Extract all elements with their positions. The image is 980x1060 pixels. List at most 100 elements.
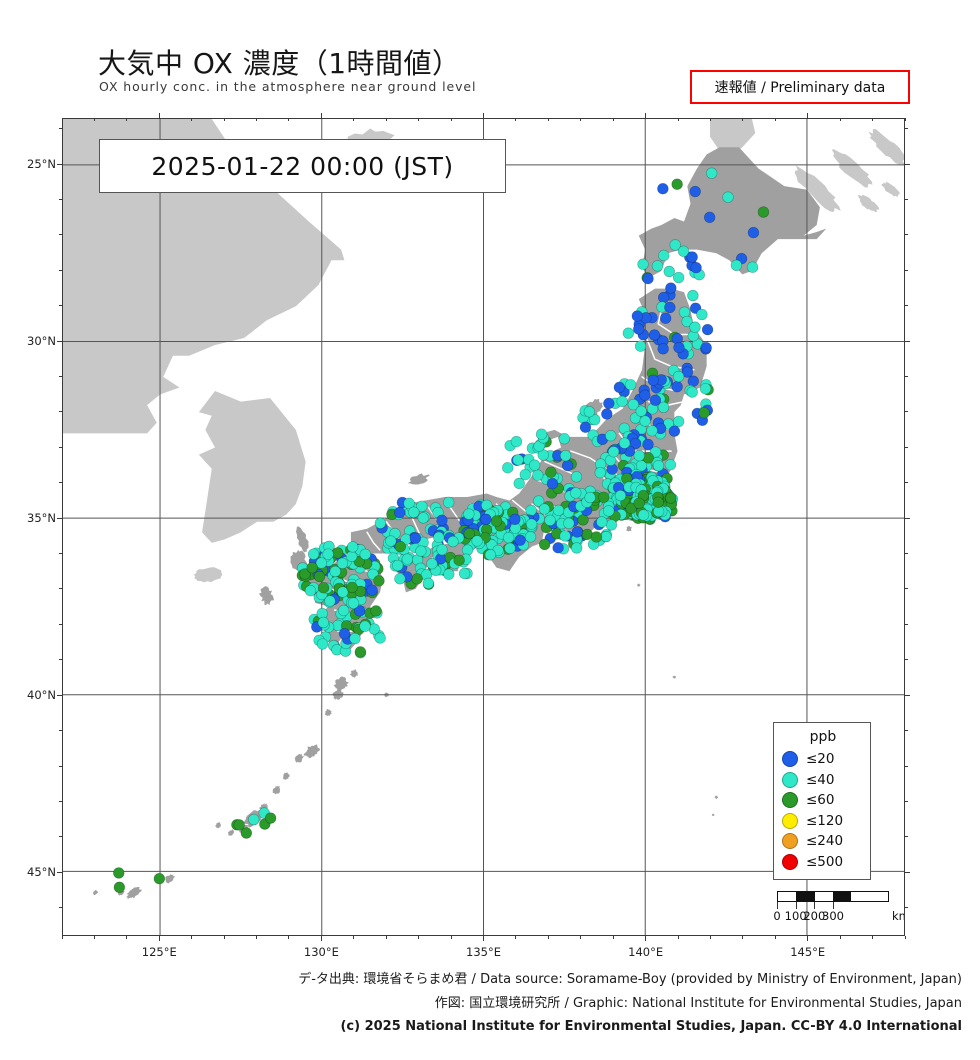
observation-marker[interactable] <box>332 547 344 559</box>
observation-marker[interactable] <box>347 597 360 609</box>
observation-marker[interactable] <box>669 239 681 251</box>
observation-marker[interactable] <box>373 575 385 587</box>
observation-marker[interactable] <box>463 508 475 520</box>
observation-marker[interactable] <box>153 872 166 885</box>
observation-marker[interactable] <box>629 437 642 450</box>
legend-row[interactable]: ≤20 <box>782 749 864 770</box>
observation-marker[interactable] <box>337 604 350 617</box>
observation-marker[interactable] <box>681 315 693 328</box>
observation-marker[interactable] <box>633 497 645 509</box>
observation-marker[interactable] <box>637 258 649 270</box>
observation-marker[interactable] <box>436 543 448 556</box>
observation-marker[interactable] <box>538 538 551 551</box>
observation-marker[interactable] <box>394 540 406 553</box>
observation-marker[interactable] <box>442 496 455 509</box>
observation-marker[interactable] <box>471 535 483 547</box>
observation-marker[interactable] <box>703 211 716 224</box>
legend-row[interactable]: ≤240 <box>782 831 864 852</box>
observation-marker[interactable] <box>671 178 683 190</box>
observation-marker[interactable] <box>366 584 378 596</box>
observation-marker[interactable] <box>346 581 358 594</box>
observation-marker[interactable] <box>513 477 525 490</box>
observation-marker[interactable] <box>664 459 677 471</box>
observation-marker[interactable] <box>605 519 618 531</box>
observation-marker[interactable] <box>336 557 349 569</box>
observation-marker[interactable] <box>248 813 260 826</box>
observation-marker[interactable] <box>649 394 662 406</box>
observation-marker[interactable] <box>354 605 366 617</box>
legend-row[interactable]: ≤500 <box>782 852 864 873</box>
map-plot-area[interactable]: 2025-01-22 00:00 (JST) ppb ≤20 ≤40 ≤60 ≤120… <box>62 118 905 936</box>
observation-marker[interactable] <box>579 421 592 433</box>
observation-marker[interactable] <box>394 506 406 519</box>
observation-marker[interactable] <box>415 545 427 557</box>
observation-marker[interactable] <box>603 505 615 517</box>
observation-marker[interactable] <box>563 517 575 529</box>
observation-marker[interactable] <box>409 532 422 544</box>
observation-marker[interactable] <box>722 191 734 203</box>
observation-marker[interactable] <box>598 491 610 503</box>
observation-marker[interactable] <box>698 407 710 419</box>
observation-marker[interactable] <box>317 616 330 629</box>
observation-marker[interactable] <box>590 531 603 543</box>
observation-marker[interactable] <box>552 504 565 517</box>
observation-marker[interactable] <box>673 341 685 354</box>
observation-marker[interactable] <box>577 514 589 526</box>
legend-row[interactable]: ≤40 <box>782 770 864 791</box>
observation-marker[interactable] <box>686 386 698 398</box>
observation-marker[interactable] <box>317 582 330 594</box>
observation-marker[interactable] <box>672 415 685 428</box>
observation-marker[interactable] <box>633 449 645 462</box>
observation-marker[interactable] <box>690 261 702 274</box>
observation-marker[interactable] <box>634 340 647 352</box>
observation-marker[interactable] <box>648 329 661 341</box>
observation-marker[interactable] <box>570 542 583 554</box>
observation-marker[interactable] <box>596 516 608 528</box>
observation-marker[interactable] <box>559 530 571 542</box>
observation-marker[interactable] <box>622 327 635 339</box>
observation-marker[interactable] <box>544 514 556 527</box>
observation-marker[interactable] <box>665 492 677 504</box>
observation-marker[interactable] <box>747 226 760 239</box>
observation-marker[interactable] <box>635 405 647 417</box>
observation-marker[interactable] <box>613 381 626 394</box>
observation-marker[interactable] <box>663 265 675 278</box>
observation-marker[interactable] <box>570 471 583 483</box>
observation-marker[interactable] <box>532 469 544 481</box>
observation-marker[interactable] <box>700 341 712 354</box>
observation-marker[interactable] <box>618 437 631 449</box>
observation-marker[interactable] <box>689 185 701 198</box>
legend-row[interactable]: ≤60 <box>782 790 864 811</box>
observation-marker[interactable] <box>642 272 654 285</box>
observation-marker[interactable] <box>627 398 640 411</box>
observation-marker[interactable] <box>453 554 465 566</box>
observation-marker[interactable] <box>322 548 334 560</box>
observation-marker[interactable] <box>374 517 387 529</box>
observation-marker[interactable] <box>537 449 549 461</box>
observation-marker[interactable] <box>538 503 551 515</box>
observation-marker[interactable] <box>677 245 690 257</box>
observation-marker[interactable] <box>532 495 545 507</box>
observation-marker[interactable] <box>338 627 351 640</box>
observation-marker[interactable] <box>603 397 615 410</box>
observation-marker[interactable] <box>463 527 476 540</box>
observation-marker[interactable] <box>490 515 503 527</box>
observation-marker[interactable] <box>304 585 317 597</box>
observation-marker[interactable] <box>401 553 414 565</box>
observation-marker[interactable] <box>672 271 685 284</box>
observation-marker[interactable] <box>458 567 471 580</box>
observation-marker[interactable] <box>649 446 662 458</box>
observation-marker[interactable] <box>502 531 515 544</box>
observation-marker[interactable] <box>686 251 698 263</box>
observation-marker[interactable] <box>701 323 714 336</box>
observation-marker[interactable] <box>664 301 676 314</box>
observation-marker[interactable] <box>392 559 404 572</box>
observation-marker[interactable] <box>616 395 628 408</box>
observation-marker[interactable] <box>359 620 371 632</box>
observation-marker[interactable] <box>601 408 613 420</box>
observation-marker[interactable] <box>639 415 651 427</box>
observation-marker[interactable] <box>757 206 770 218</box>
observation-marker[interactable] <box>687 289 699 302</box>
observation-marker[interactable] <box>509 513 521 526</box>
observation-marker[interactable] <box>631 310 644 322</box>
